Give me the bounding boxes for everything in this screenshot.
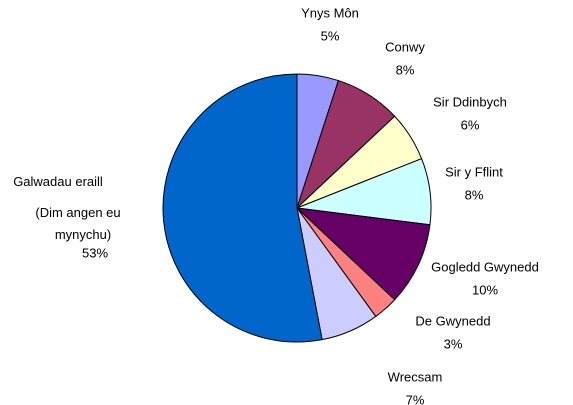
pie-slice [295, 207, 431, 301]
slice-label: Ynys Môn [301, 5, 359, 20]
value-label: 3% [444, 336, 463, 351]
value-label: 8% [465, 187, 484, 202]
value-label: 10% [472, 282, 498, 297]
slice-label: De Gwynedd [415, 313, 490, 328]
value-label: 7% [406, 392, 425, 405]
slice-label: Gogledd Gwynedd [431, 259, 539, 274]
value-label: 8% [396, 62, 415, 77]
value-label: 6% [461, 117, 480, 132]
slice-label: Sir y Fflint [445, 164, 503, 179]
pie-slice [162, 73, 323, 343]
slice-label: Wrecsam [388, 369, 443, 384]
value-label: 5% [321, 28, 340, 43]
label-line: Galwadau eraill [13, 174, 103, 189]
label-line: mynychu) [55, 227, 111, 242]
label-line: (Dim angen eu [35, 205, 120, 220]
slice-label: Conwy [385, 39, 425, 54]
value-label: 53% [82, 245, 108, 260]
slice-label: Sir Ddinbych [433, 94, 507, 109]
slice-label: Galwadau eraill (Dim angen eu mynychu) [13, 174, 120, 242]
